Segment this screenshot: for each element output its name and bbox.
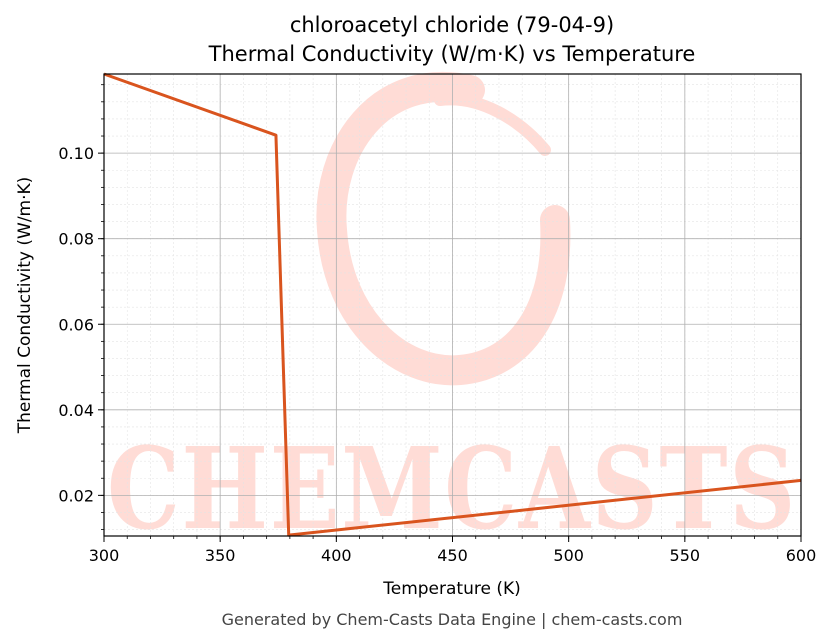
x-tick-label: 400 [321, 546, 352, 565]
chart-title: chloroacetyl chloride (79-04-9) [290, 13, 614, 37]
watermark-text: CHEMCASTS [107, 424, 797, 555]
x-tick-label: 450 [437, 546, 468, 565]
series-line [103, 72, 802, 537]
y-axis-label: Thermal Conductivity (W/m·K) [15, 177, 35, 435]
y-axis: 0.02 0.04 0.06 0.08 0.10 [58, 84, 104, 530]
watermark-swirl-icon [316, 71, 571, 386]
x-tick-label: 350 [205, 546, 236, 565]
y-tick-label: 0.06 [58, 315, 94, 334]
y-tick-label: 0.02 [58, 486, 94, 505]
footer-credit: Generated by Chem-Casts Data Engine | ch… [222, 610, 683, 629]
major-grid [103, 74, 802, 536]
x-tick-label: 600 [786, 546, 817, 565]
x-axis-label: Temperature (K) [382, 579, 521, 599]
x-tick-label: 500 [553, 546, 584, 565]
y-tick-label: 0.08 [58, 230, 94, 249]
x-tick-label: 300 [89, 546, 120, 565]
y-tick-label: 0.04 [58, 401, 94, 420]
series-layer [103, 72, 802, 537]
x-tick-label: 550 [670, 546, 701, 565]
chart-subtitle: Thermal Conductivity (W/m·K) vs Temperat… [208, 42, 696, 66]
x-axis: 300 350 400 450 500 550 600 [89, 536, 817, 565]
watermark: CHEMCASTS [107, 71, 797, 555]
y-tick-label: 0.10 [58, 144, 94, 163]
